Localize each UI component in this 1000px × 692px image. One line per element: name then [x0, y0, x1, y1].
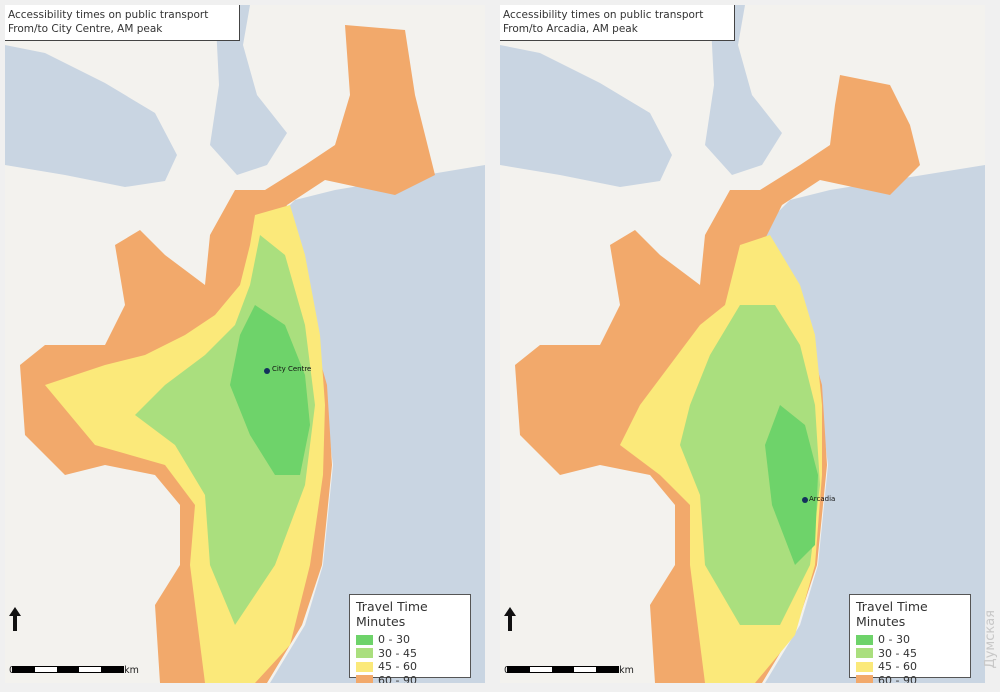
- map-city-centre: Accessibility times on public transport …: [5, 5, 485, 683]
- scale-tick: 5 km: [115, 665, 139, 676]
- legend-item: 30 - 45: [356, 647, 470, 661]
- legend-title: Travel Time Minutes: [356, 599, 428, 629]
- legend-item: 45 - 60: [856, 660, 970, 674]
- scale-tick: 5 km: [610, 665, 634, 676]
- legend: Travel Time Minutes 0 - 30 30 - 45 45 - …: [349, 594, 471, 683]
- scale-bar: 0 1 2 3 4 5 km: [9, 607, 139, 677]
- legend-item: 30 - 45: [856, 647, 970, 661]
- legend-title: Travel Time Minutes: [856, 599, 928, 629]
- sea-water: [260, 165, 485, 683]
- destination-label: Arcadia: [809, 495, 836, 503]
- map-canvas: [500, 5, 985, 683]
- scale-bar: 0 1 2 3 4 5 km: [504, 607, 634, 677]
- title-line-1: Accessibility times on public transport: [8, 9, 209, 21]
- legend-item: 0 - 30: [856, 633, 970, 647]
- legend-item: 45 - 60: [356, 660, 470, 674]
- estuary-water: [705, 5, 782, 175]
- sea-water: [755, 165, 985, 683]
- title-line-2: From/to Arcadia, AM peak: [503, 23, 638, 35]
- map-title: Accessibility times on public transport …: [5, 5, 240, 41]
- zone-30-45: [680, 305, 820, 625]
- map-title: Accessibility times on public transport …: [500, 5, 735, 41]
- destination-label: City Centre: [272, 365, 312, 373]
- title-line-2: From/to City Centre, AM peak: [8, 23, 163, 35]
- north-arrow-icon: [9, 607, 21, 631]
- lagoon-water: [5, 45, 177, 187]
- lagoon-water: [500, 45, 672, 187]
- zone-0-30: [230, 305, 310, 475]
- destination-marker: [264, 368, 270, 374]
- map-canvas: [5, 5, 485, 683]
- title-line-1: Accessibility times on public transport: [503, 9, 704, 21]
- watermark: Думская: [983, 610, 998, 669]
- legend-item: 0 - 30: [356, 633, 470, 647]
- legend: Travel Time Minutes 0 - 30 30 - 45 45 - …: [849, 594, 971, 683]
- legend-item: 60 - 90: [356, 674, 470, 683]
- zone-0-30: [765, 405, 818, 565]
- estuary-water: [210, 5, 287, 175]
- legend-item: 60 - 90: [856, 674, 970, 683]
- destination-marker: [802, 497, 808, 503]
- map-arcadia: Accessibility times on public transport …: [500, 5, 985, 683]
- north-arrow-icon: [504, 607, 516, 631]
